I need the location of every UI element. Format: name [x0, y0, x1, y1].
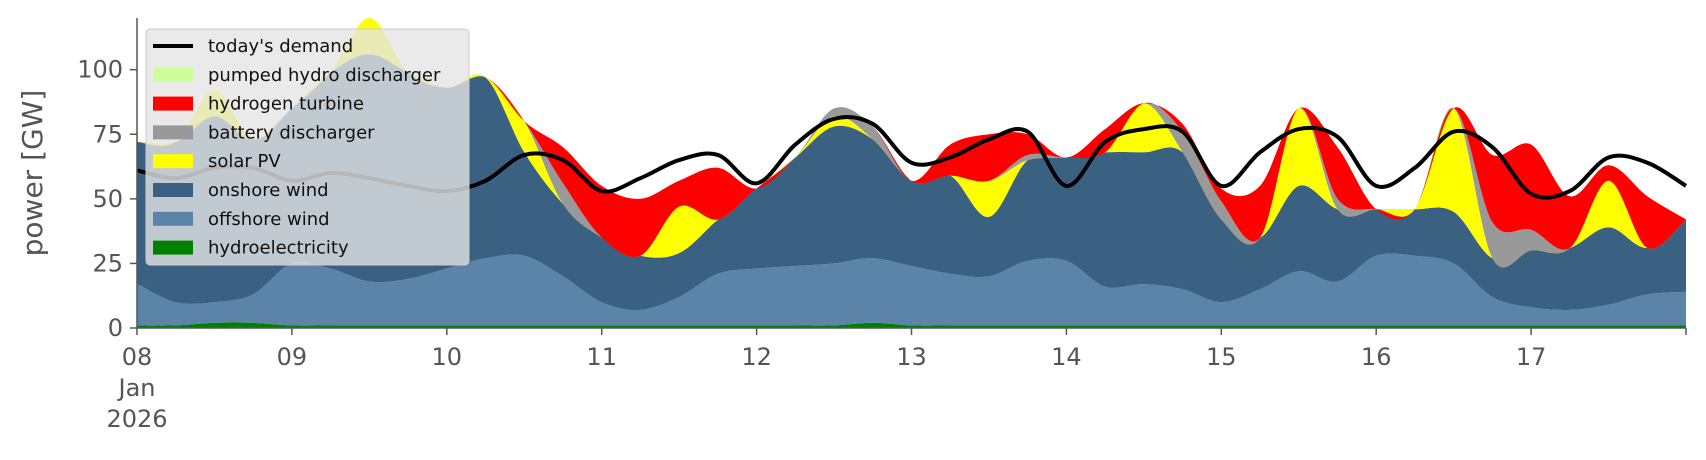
y-tick-label: 0: [108, 314, 123, 342]
y-tick-label: 50: [92, 185, 123, 213]
axes: 0 25 50 75 100 08 Jan 2026 09 10 11 12 13 14 15 16 17: [77, 18, 1687, 433]
legend-box: [145, 28, 470, 266]
area-hydroelectricity: [137, 322, 1686, 328]
legend-label-today-s-demand: today's demand: [208, 36, 353, 57]
legend-label-offshore-wind: offshore wind: [208, 209, 330, 230]
y-axis-title: power [GW]: [16, 90, 49, 257]
y-tick-label: 25: [92, 249, 123, 277]
area-offshore-wind: [137, 253, 1686, 326]
x-tick-label: 09: [277, 343, 308, 371]
x-tick-label: 13: [896, 343, 927, 371]
legend-label-hydrogen-turbine: hydrogen turbine: [208, 94, 364, 115]
x-tick-label: 11: [586, 343, 617, 371]
legend-label-onshore-wind: onshore wind: [208, 180, 329, 201]
legend-swatch-offshore-wind: [153, 211, 193, 226]
x-tick-label: 12: [741, 343, 772, 371]
x-tick-label: 17: [1516, 343, 1547, 371]
x-tick-label: 08: [122, 343, 153, 371]
legend-label-battery-discharger: battery discharger: [208, 122, 375, 143]
legend-swatch-solar-pv: [153, 154, 193, 169]
legend: today's demand pumped hydro discharger hyd…: [145, 28, 470, 266]
x-tick-label: 14: [1051, 343, 1082, 371]
legend-swatch-pumped-hydro-discharger: [153, 67, 193, 82]
area-battery-discharger: [137, 18, 1686, 268]
legend-swatch-hydrogen-turbine: [153, 96, 193, 111]
x-tick-label: Jan: [117, 374, 156, 402]
legend-swatch-hydroelectricity: [153, 240, 193, 255]
legend-swatch-battery-discharger: [153, 125, 193, 140]
x-tick-label: 10: [432, 343, 463, 371]
stacked-areas: [137, 18, 1686, 328]
x-tick-label: 16: [1361, 343, 1392, 371]
legend-label-solar-pv: solar PV: [208, 151, 281, 172]
area-onshore-wind: [137, 54, 1686, 311]
y-tick-label: 100: [77, 56, 123, 84]
legend-label-pumped-hydro-discharger: pumped hydro discharger: [208, 65, 441, 86]
legend-label-hydroelectricity: hydroelectricity: [208, 238, 349, 259]
legend-swatch-onshore-wind: [153, 183, 193, 197]
y-tick-label: 75: [92, 120, 123, 148]
x-tick-label: 15: [1206, 343, 1237, 371]
x-tick-label: 2026: [106, 405, 167, 433]
